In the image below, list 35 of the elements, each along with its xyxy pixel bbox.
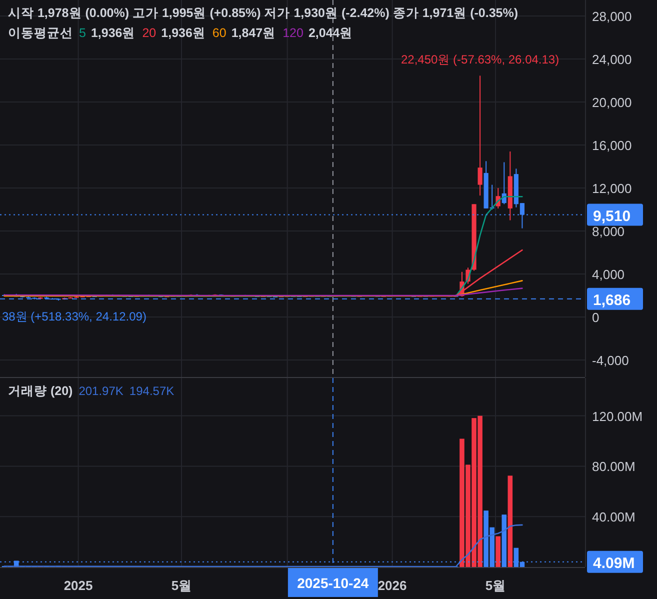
- y-tick-label: 80.00M: [592, 459, 636, 474]
- text: 시작 1,978원 (0.00%) 고가 1,995원 (+0.85%) 저가 1,930원 (-2.42%) 종가 1,971원 (-0.35%): [8, 6, 518, 20]
- text: 5: [79, 26, 86, 40]
- text: 120: [282, 26, 304, 40]
- text: 20: [142, 26, 156, 40]
- annotation: 201.97K: [78, 384, 124, 398]
- y-tick-label: 0: [592, 310, 600, 326]
- x-tick-label: 5월: [485, 578, 506, 593]
- y-tick-label: 20,000: [592, 95, 632, 110]
- y-tick-label: 4,000: [592, 267, 625, 282]
- y-tick-label: 120.00M: [592, 408, 643, 424]
- y-tick-label: 28,000: [592, 9, 632, 24]
- annotation: 1,847원: [231, 26, 276, 40]
- text: 60: [212, 26, 226, 40]
- y-tick-label: 12,000: [592, 181, 632, 196]
- ref-line-label: 9,510: [593, 208, 631, 225]
- y-tick-label: 16,000: [592, 138, 632, 154]
- x-tick-label: 2026: [378, 578, 407, 593]
- annotation: 1,936원: [90, 26, 136, 40]
- annotation: 194.57K: [129, 384, 174, 398]
- y-tick-label: -4,000: [592, 353, 629, 368]
- annotation: 22,450원 (-57.63%, 26.04.13): [400, 52, 560, 67]
- annotation: 38원 (+518.33%, 24.12.09): [2, 309, 146, 324]
- annotation: 2,044원: [308, 26, 353, 40]
- legend-title: 이동평균선: [8, 26, 73, 40]
- ref-line-label: 1,686: [593, 292, 631, 309]
- y-tick-label: 40.00M: [592, 510, 636, 525]
- y-tick-label: 8,000: [592, 224, 625, 240]
- text: 거래량 (20): [8, 384, 73, 398]
- x-tick-label: 2025: [64, 578, 93, 593]
- ref-line-label: 2025-10-24: [297, 575, 369, 591]
- ref-line-label: 4.09M: [593, 554, 635, 572]
- annotation: 1,936원: [161, 26, 206, 40]
- y-tick-label: 24,000: [592, 52, 632, 68]
- x-tick-label: 5월: [171, 578, 192, 593]
